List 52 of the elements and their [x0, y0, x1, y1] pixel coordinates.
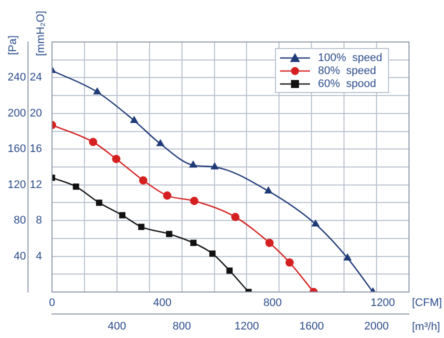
point: [344, 254, 352, 260]
y-tick-label: 200: [8, 107, 26, 120]
y2-tick-label: 8: [36, 214, 42, 227]
x2-tick-label: 800: [172, 320, 191, 333]
y-tick-label: 80: [14, 214, 26, 227]
point: [94, 88, 101, 94]
point: [96, 200, 102, 206]
x2-tick-label: 1600: [299, 320, 324, 333]
x2-tick-label: 1200: [234, 320, 259, 333]
x-tick-label: 400: [153, 297, 172, 310]
y-tick-label: 120: [8, 178, 26, 191]
x-tick-label: 1200: [370, 297, 396, 310]
y-axis-title: [Pa]: [7, 35, 20, 55]
y2-tick-label: 4: [36, 250, 42, 262]
legend-label: 60% spood: [318, 78, 376, 90]
point: [189, 161, 197, 168]
point: [119, 212, 126, 218]
point: [163, 191, 172, 200]
x-tick-label: 0: [48, 297, 56, 310]
x2-tick-label: 2000: [364, 320, 389, 333]
y2-axis-title: [mmH₂O]: [35, 10, 48, 56]
y2-tick-label: 12: [30, 178, 42, 191]
y2-tick-label: 24: [30, 72, 42, 84]
point: [88, 138, 98, 146]
legend-label: 100% speed: [318, 52, 382, 64]
point: [112, 154, 120, 164]
y2-tick-label: 16: [30, 143, 42, 156]
point: [264, 186, 272, 194]
point: [130, 116, 138, 123]
y-tick-label: 40: [14, 250, 26, 262]
y-tick-label: 160: [8, 143, 26, 156]
point: [285, 258, 294, 267]
x-tick-label: 800: [263, 297, 282, 310]
point: [156, 140, 164, 146]
point: [312, 220, 320, 227]
point: [265, 238, 274, 248]
point: [72, 184, 80, 190]
point: [209, 250, 216, 257]
point: [190, 196, 198, 206]
point: [166, 230, 172, 238]
y-tick-label: 240: [8, 72, 26, 84]
x2-tick-label: 400: [108, 320, 126, 333]
point: [210, 162, 218, 170]
point: [138, 224, 144, 230]
y2-tick-label: 20: [30, 107, 42, 120]
legend-label: 80% speed: [318, 64, 376, 76]
x2-axis-title: [m³/h]: [412, 321, 440, 334]
x-axis-title: [CFM]: [412, 297, 442, 310]
point: [226, 267, 233, 274]
point: [190, 240, 197, 246]
point: [139, 176, 148, 185]
point: [231, 212, 240, 222]
